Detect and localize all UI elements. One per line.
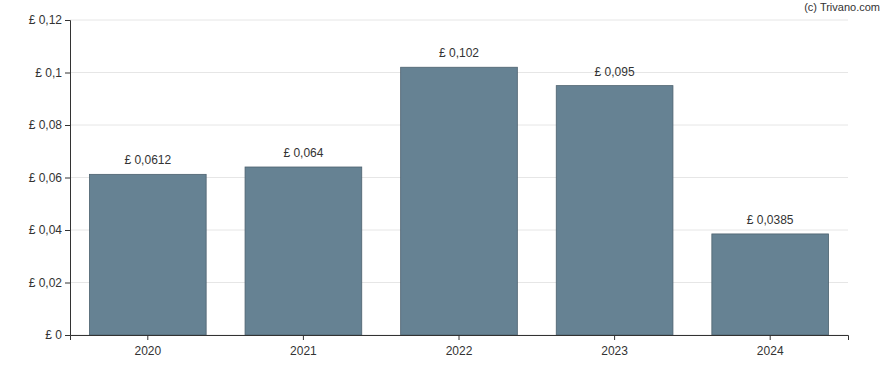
tick: 2022 xyxy=(446,335,473,358)
tick-mark xyxy=(614,335,615,340)
bars xyxy=(89,67,828,335)
axis-line xyxy=(65,21,71,336)
plot: £ 0,0612£ 0,064£ 0,102£ 0,095£ 0,0385£ 0… xyxy=(29,13,849,358)
x-axis: 2020 2021 2022 2023 2024 xyxy=(71,335,849,358)
tick-label: £ 0,12 xyxy=(29,13,63,27)
grid xyxy=(70,20,848,335)
annotation: (c) Trivano.com xyxy=(804,1,880,13)
tick-mark xyxy=(147,335,148,340)
y-axis: £ 0 £ 0,02 £ 0,04 £ 0,06 £ 0,08 £ 0,1 £ 0,12 xyxy=(29,13,71,342)
tick-mark xyxy=(303,335,304,340)
tick-label: 2023 xyxy=(601,344,628,358)
tick-label: £ 0,06 xyxy=(29,171,63,185)
tick: £ 0,1 xyxy=(35,66,70,80)
data-labels: £ 0,0612 £ 0,064 £ 0,102 £ 0,095 £ 0,0385 xyxy=(124,46,793,227)
tick-label: £ 0,08 xyxy=(29,118,63,132)
tick-label: 2024 xyxy=(757,344,784,358)
tick: £ 0 xyxy=(45,328,70,342)
tick-label: £ 0 xyxy=(45,328,62,342)
chart: £ 0,0612£ 0,064£ 0,102£ 0,095£ 0,0385£ 0… xyxy=(0,0,888,370)
tick-label: 2021 xyxy=(290,344,317,358)
tick: 2023 xyxy=(601,335,628,358)
tick-mark xyxy=(65,125,70,126)
tick-label: 2020 xyxy=(134,344,161,358)
tick: 2024 xyxy=(757,335,784,358)
tick-mark xyxy=(65,73,70,74)
tick-label: £ 0,02 xyxy=(29,276,63,290)
tick-mark xyxy=(65,178,70,179)
tick: £ 0,06 xyxy=(29,171,70,185)
tick-mark xyxy=(65,335,70,336)
bar xyxy=(401,67,518,335)
tick: £ 0,02 xyxy=(29,276,70,290)
tick-label: £ 0,1 xyxy=(35,66,62,80)
bar xyxy=(245,167,362,335)
bar xyxy=(556,86,673,335)
tick-label: 2022 xyxy=(446,344,473,358)
tick-mark xyxy=(459,335,460,340)
tick: £ 0,12 xyxy=(29,13,70,27)
tick: 2021 xyxy=(290,335,317,358)
tick-mark xyxy=(65,230,70,231)
data-label: £ 0,095 xyxy=(595,65,635,79)
data-label: £ 0,102 xyxy=(439,46,479,60)
data-label: £ 0,064 xyxy=(283,146,323,160)
tick: £ 0,04 xyxy=(29,223,70,237)
tick-mark xyxy=(770,335,771,340)
data-label: £ 0,0385 xyxy=(747,213,794,227)
grid-line xyxy=(70,20,848,21)
tick: 2020 xyxy=(134,335,161,358)
data-label: £ 0,0612 xyxy=(124,153,171,167)
bar xyxy=(712,234,829,335)
tick: £ 0,08 xyxy=(29,118,70,132)
bar xyxy=(89,174,206,335)
axis-line xyxy=(71,336,849,341)
tick-mark xyxy=(65,20,70,21)
tick-mark xyxy=(65,283,70,284)
tick-label: £ 0,04 xyxy=(29,223,63,237)
